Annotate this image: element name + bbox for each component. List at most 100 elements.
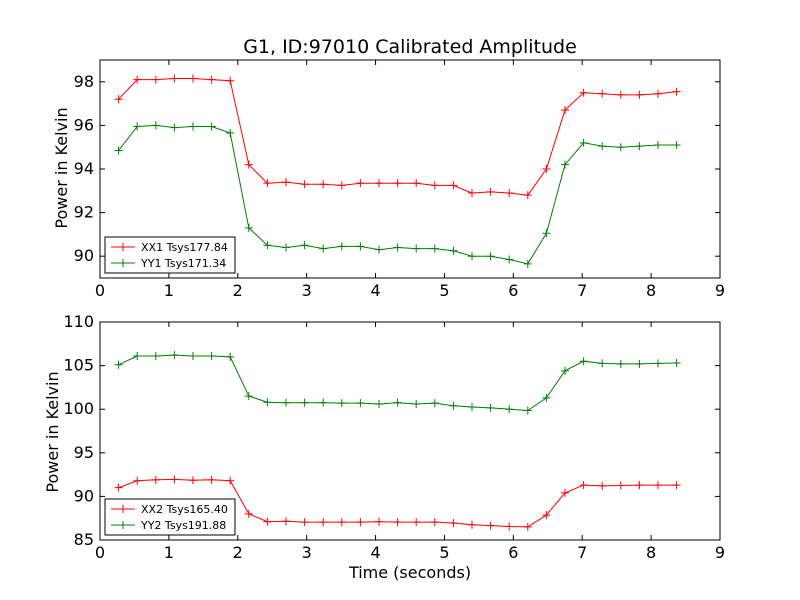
bottom-series-2-point [300, 398, 309, 407]
top-series-1-point [579, 88, 588, 97]
bottom-series-1-point [282, 517, 290, 526]
bottom-series-1-point [542, 511, 551, 520]
top-series-2-point [486, 252, 495, 261]
top-legend-label-1: XX1 Tsys177.84 [141, 241, 228, 254]
top-series-1-point [393, 179, 402, 188]
top-x-tick-label: 9 [715, 281, 725, 300]
top-series-2-point [635, 142, 644, 151]
bottom-series-2-point [412, 399, 421, 408]
bottom-y-tick-label: 95 [74, 443, 94, 462]
bottom-series-1-point [356, 518, 365, 527]
top-series-2-point [207, 122, 216, 131]
top-legend-swatch-marker [119, 259, 127, 267]
top-series-2-point [133, 122, 142, 131]
bottom-series-1-point [189, 476, 197, 485]
top-series-2-point [170, 123, 179, 132]
bottom-series-1-point [226, 476, 235, 485]
top-series-1-point [412, 179, 421, 188]
bottom-y-tick-label: 110 [63, 312, 94, 331]
bottom-series-2-point [263, 398, 272, 407]
top-series-1-point [133, 75, 142, 84]
bottom-series-2-point [430, 399, 439, 408]
top-series-2-point [430, 244, 439, 253]
top-series-1-point [282, 178, 290, 187]
bottom-x-tick-label: 3 [302, 543, 312, 562]
bottom-series-2-point [542, 393, 551, 402]
bottom-series-1-point [263, 517, 272, 526]
bottom-y-tick-label: 90 [74, 486, 94, 505]
top-x-tick-label: 0 [95, 281, 105, 300]
bottom-x-tick-label: 9 [715, 543, 725, 562]
top-y-tick-label: 90 [74, 246, 94, 265]
top-series-2-point [523, 259, 532, 268]
top-series-1-point [151, 75, 160, 84]
bottom-series-1-point [598, 481, 607, 490]
top-series-1-point [226, 76, 235, 85]
bottom-x-tick-label: 1 [164, 543, 174, 562]
bottom-plot-panel: 0 1 2 3 4 5 6 7 8 9 85 90 95 100 105 110 XX2 Tsys165.40 Y… [63, 312, 725, 562]
bottom-x-tick-label: 4 [370, 543, 380, 562]
top-series-2-point [393, 243, 402, 252]
top-series-1-point [263, 179, 272, 188]
bottom-series-1-point [449, 518, 458, 527]
bottom-series-2-point [282, 398, 290, 407]
top-series-1-point [244, 160, 253, 169]
top-series-1-point [337, 181, 346, 190]
top-series-2-point [282, 243, 290, 252]
top-series-1-point [170, 74, 179, 83]
bottom-series-2-point [207, 352, 216, 361]
top-series-1-point [319, 180, 328, 189]
bottom-series-2-point [523, 406, 532, 415]
top-series-2-point [598, 142, 607, 151]
bottom-series-2-point [449, 401, 458, 410]
top-series-2-point [226, 129, 235, 138]
bottom-series-2-point [616, 359, 625, 368]
top-series-2-point [375, 245, 383, 254]
bottom-series-2-point [189, 352, 197, 361]
top-series-2-point [561, 160, 569, 169]
bottom-series-1-point [468, 520, 476, 529]
top-x-tick-label: 3 [302, 281, 312, 300]
bottom-series-2-point [114, 360, 123, 369]
top-series-1-point [542, 165, 551, 173]
top-series-2-point [654, 141, 662, 150]
top-y-tick-label: 94 [74, 159, 94, 178]
bottom-series-1-point [170, 475, 179, 484]
bottom-series-1-point [337, 518, 346, 527]
bottom-series-2-point [319, 398, 328, 407]
top-series-2-point [505, 255, 514, 264]
bottom-series-1-point [505, 522, 514, 531]
bottom-series-2-point [170, 351, 179, 360]
bottom-series-1-point [412, 518, 421, 527]
bottom-axes-frame [99, 321, 721, 541]
bottom-series-2-point [151, 352, 160, 361]
top-series-2-point [412, 244, 421, 253]
bottom-legend: XX2 Tsys165.40 YY2 Tsys191.88 [104, 498, 236, 536]
top-series-1-point [486, 187, 495, 196]
top-series-2-point [468, 252, 476, 261]
top-series-2-point [244, 223, 253, 232]
bottom-x-tick-label: 2 [233, 543, 243, 562]
bottom-series-1-point [635, 481, 644, 490]
bottom-legend-box [104, 498, 236, 536]
bottom-y-tick-label: 105 [63, 356, 94, 375]
bottom-series-1-point [375, 517, 383, 526]
top-legend-label-2: YY1 Tsys171.34 [140, 257, 226, 270]
top-series-1-point [616, 90, 625, 99]
top-series-2-point [319, 244, 328, 253]
bottom-series-2-point [654, 359, 662, 368]
top-series-2-point [263, 241, 272, 250]
bottom-series-2-point [244, 392, 253, 401]
top-series-1-point [114, 95, 123, 104]
top-series-2-point [542, 229, 551, 238]
top-series-1-point [598, 89, 607, 98]
bottom-series-2-point [598, 359, 607, 368]
bottom-series-2-point [337, 399, 346, 408]
bottom-x-tick-label: 8 [646, 543, 656, 562]
top-series-2-point [300, 241, 309, 250]
top-series-1-point [375, 179, 383, 188]
bottom-series-1-point [616, 481, 625, 490]
bottom-series-1-point [319, 518, 328, 527]
top-x-tick-label: 2 [233, 281, 243, 300]
top-series-1-point [635, 90, 644, 99]
